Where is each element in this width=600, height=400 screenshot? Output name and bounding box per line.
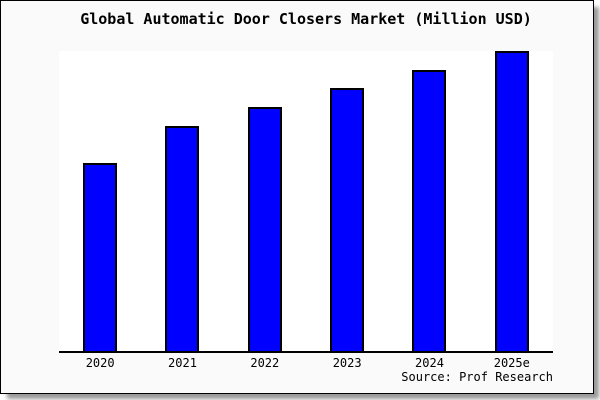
x-axis-line xyxy=(59,351,553,353)
bar-2025e xyxy=(494,51,529,351)
x-axis-label-2023: 2023 xyxy=(332,356,362,370)
chart-title: Global Automatic Door Closers Market (Mi… xyxy=(80,10,532,28)
bar-slot xyxy=(471,51,553,351)
x-axis-label-2020: 2020 xyxy=(85,356,115,370)
bar-2020 xyxy=(83,163,118,351)
bar-slot xyxy=(388,51,470,351)
bar-2023 xyxy=(330,88,365,351)
chart-canvas: Global Automatic Door Closers Market (Mi… xyxy=(0,0,594,394)
plot-area xyxy=(59,51,553,351)
bar-2022 xyxy=(247,107,282,351)
source-note: Source: Prof Research xyxy=(401,370,553,384)
bar-slot xyxy=(306,51,388,351)
bar-slot xyxy=(141,51,223,351)
bar-2021 xyxy=(165,126,200,351)
x-axis-label-2021: 2021 xyxy=(168,356,197,370)
bar-slot xyxy=(59,51,141,351)
x-axis-label-2024: 2024 xyxy=(415,356,444,370)
x-axis-labels: 2020 2021 2022 2023 2024 2025e xyxy=(59,356,553,370)
x-axis-label-2022: 2022 xyxy=(250,356,280,370)
x-axis-label-2025e: 2025e xyxy=(493,356,530,370)
bars xyxy=(59,51,553,351)
bar-2024 xyxy=(412,70,447,351)
bar-slot xyxy=(224,51,306,351)
